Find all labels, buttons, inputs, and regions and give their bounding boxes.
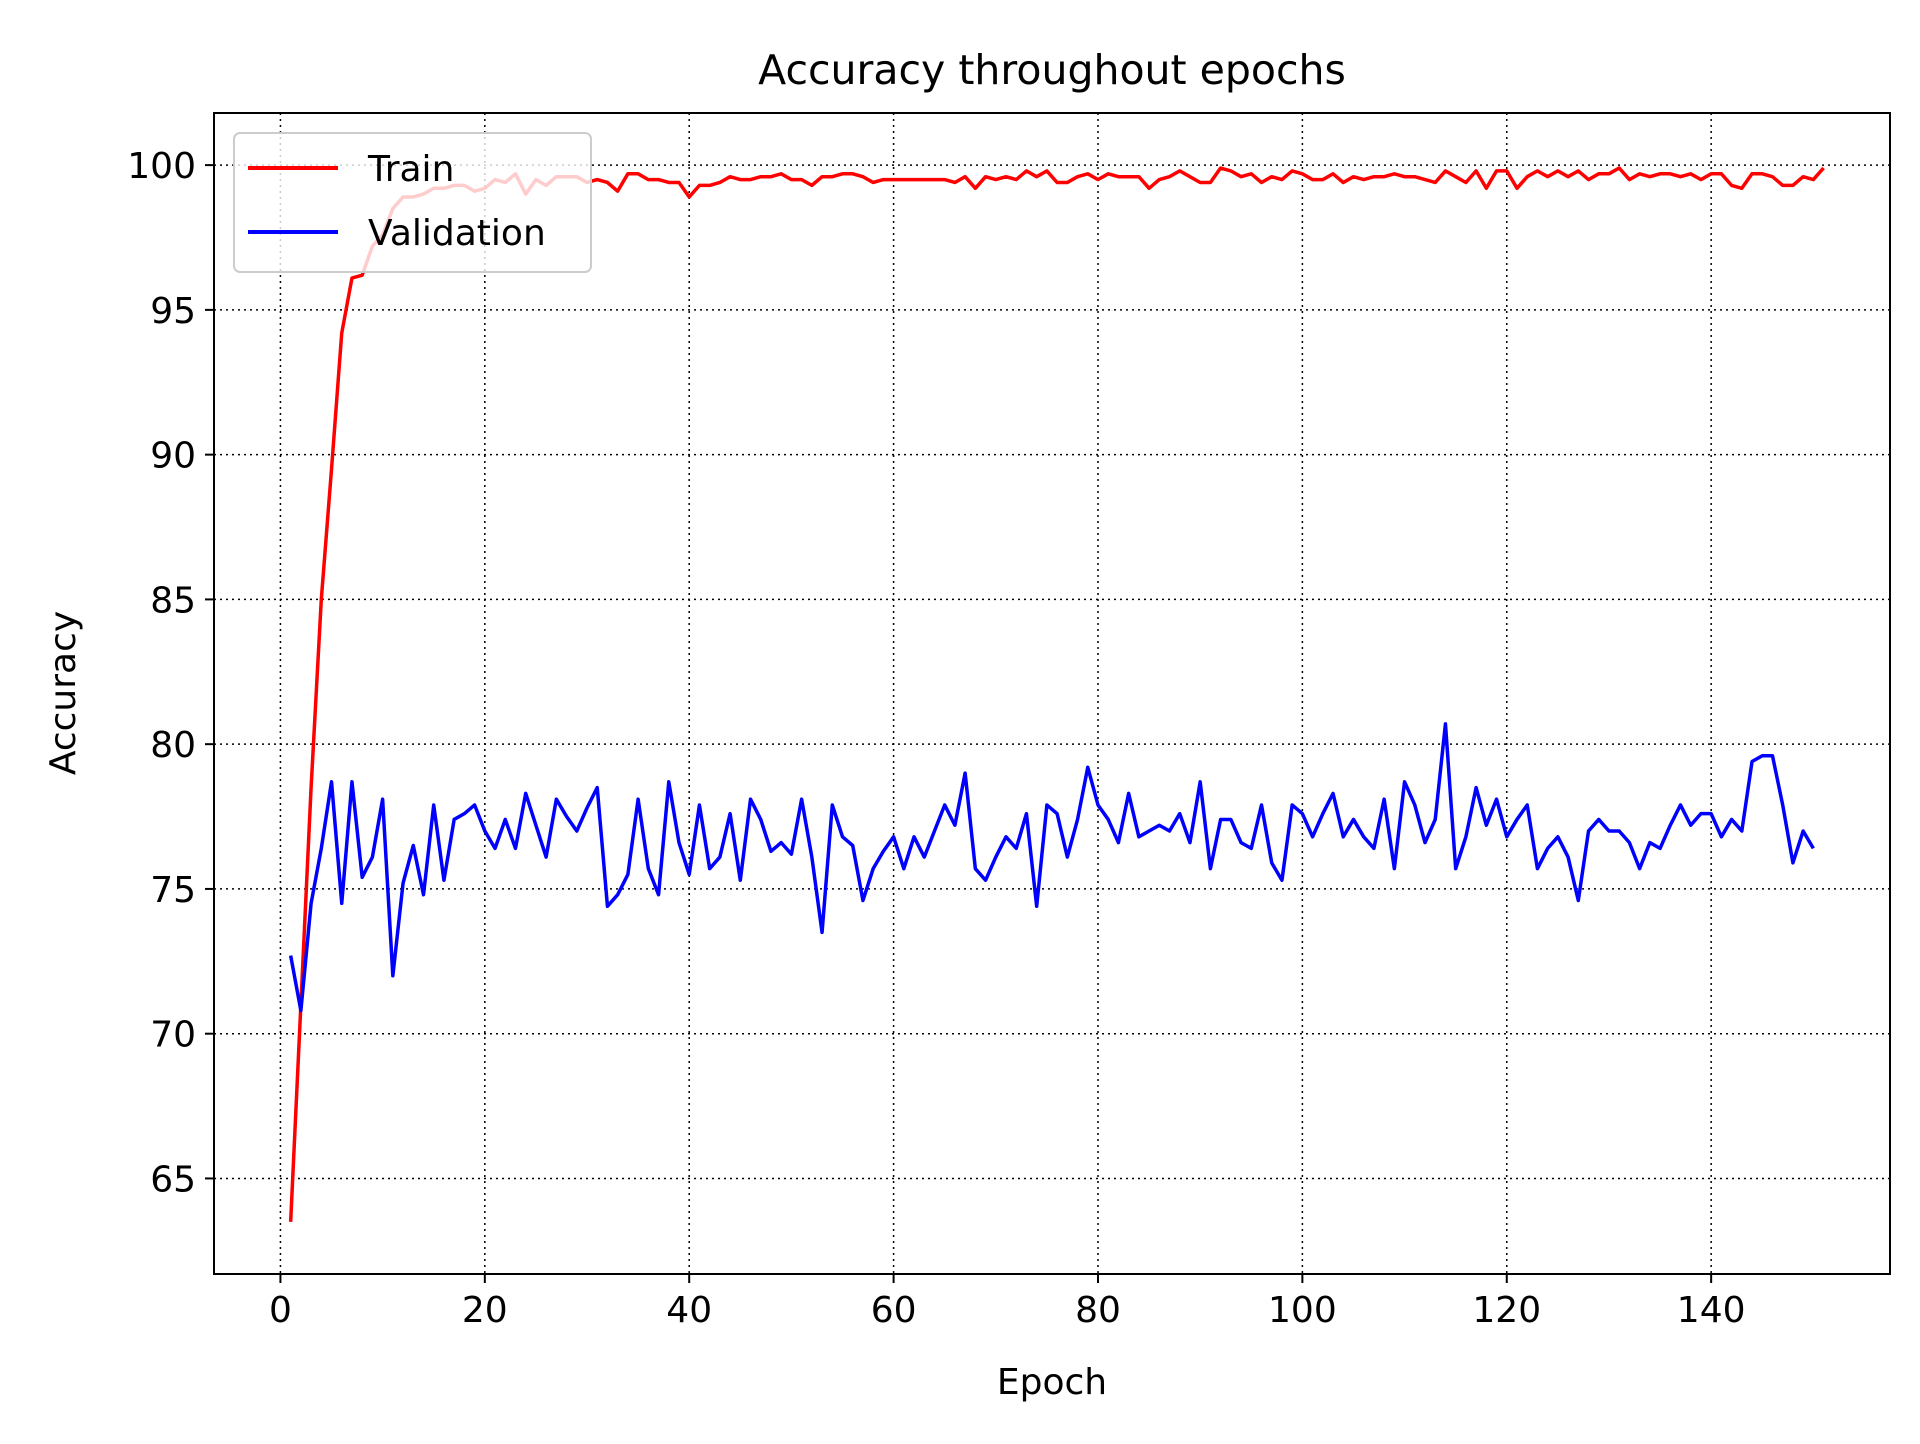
x-axis-label: Epoch [997,1362,1107,1403]
axis-ticks: 0 20 40 60 80 100 120 140 65 70 75 80 85 90 95 100 [127,146,1745,1331]
y-tick-label: 95 [150,291,196,332]
series-line-validation [288,722,1815,1013]
x-tick-label: 80 [1075,1290,1121,1331]
legend-label-validation: Validation [368,213,546,254]
y-tick-label: 100 [127,146,196,187]
x-tick-label: 140 [1677,1290,1746,1331]
x-tick-label: 0 [269,1290,292,1331]
x-tick-label: 120 [1472,1290,1541,1331]
x-tick-label: 60 [871,1290,917,1331]
x-tick-label: 100 [1268,1290,1337,1331]
y-tick-label: 75 [150,870,196,911]
x-tick-label: 20 [462,1290,508,1331]
y-tick-label: 90 [150,436,196,477]
chart-title: Accuracy throughout epochs [758,46,1346,94]
y-tick-label: 70 [150,1015,196,1056]
y-tick-label: 85 [150,580,196,621]
grid-lines [214,113,1890,1274]
y-tick-label: 80 [150,725,196,766]
plot-frame [213,112,1891,1275]
legend-label-train: Train [367,149,454,190]
y-tick-label: 65 [150,1159,196,1200]
y-axis-label: Accuracy [43,611,84,775]
legend: Train Validation [233,132,592,273]
x-tick-label: 40 [666,1290,712,1331]
